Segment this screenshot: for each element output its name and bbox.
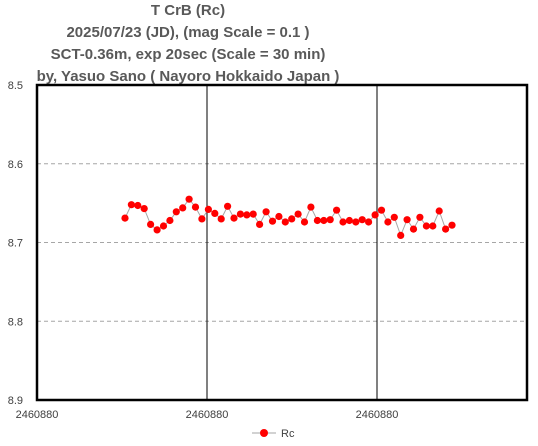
data-point-rc [403,216,411,224]
data-point-rc [300,218,309,226]
series-rc [121,195,456,239]
data-point-rc [249,210,257,218]
data-point-rc [339,218,347,226]
data-point-rc [140,205,148,213]
chart-subtitle-equipment: SCT-0.36m, exp 20sec (Scale = 30 min) [50,46,326,63]
legend-marker-rc [260,429,268,437]
data-point-rc [204,205,212,213]
data-point-rc [127,201,135,209]
data-point-rc [166,216,174,225]
data-point-rc [134,201,142,210]
y-tick-label: 8.8 [8,316,23,328]
data-point-rc [121,214,129,222]
data-point-rc [294,210,302,218]
chart-subtitle-date: 2025/07/23 (JD), (mag Scale = 0.1 ) [66,24,310,41]
data-point-rc [435,207,443,215]
vertical-reference-lines [206,85,378,400]
data-point-rc [147,220,155,228]
data-point-rc [268,217,277,225]
data-point-rc [358,216,366,224]
data-point-rc [352,218,360,226]
data-point-rc [224,202,232,210]
data-point-rc [198,215,206,223]
data-point-rc [326,216,334,224]
data-point-rc [397,231,405,239]
chart-title-block: T CrB (Rc) 2025/07/23 (JD), (mag Scale =… [0,0,376,88]
y-tick-label: 8.9 [8,395,23,407]
data-point-rc [307,203,315,211]
data-point-rc [159,222,168,230]
data-point-rc [442,225,450,233]
data-point-rc [153,226,161,234]
data-point-rc [365,218,373,226]
data-point-rc [275,212,283,221]
data-point-rc [172,208,180,216]
data-point-rc [422,222,430,230]
data-point-rc [429,222,437,230]
data-point-rc [333,206,341,214]
y-tick-label: 8.7 [8,238,23,250]
data-point-rc [211,209,219,217]
data-point-rc [256,220,264,228]
data-point-rc [409,225,418,233]
legend-label-rc: Rc [281,428,295,440]
data-point-rc [217,215,225,223]
data-point-rc [236,210,244,218]
data-point-rc [371,211,379,219]
data-point-rc [377,206,386,214]
data-point-rc [230,214,238,222]
data-point-rc [390,213,398,221]
x-axis-tick-labels: 2460880 2460880 2460880 [16,409,399,421]
data-point-rc [313,216,321,225]
y-axis-tick-labels: 8.5 8.6 8.7 8.8 8.9 [8,80,23,407]
data-point-rc [345,216,353,225]
data-point-rc [185,195,193,203]
data-point-rc [288,215,296,223]
data-point-rc [191,203,200,211]
data-point-rc [384,218,392,226]
chart-title: T CrB (Rc) [150,2,226,19]
data-point-rc [262,208,270,216]
legend: Rc [252,428,295,440]
x-tick-label: 2460880 [186,409,229,421]
x-tick-label: 2460880 [356,409,399,421]
plot-area-frame [35,83,529,402]
data-point-rc [448,221,456,229]
data-point-rc [416,213,424,221]
y-tick-label: 8.6 [8,159,23,171]
y-tick-label: 8.5 [8,80,23,92]
data-point-rc [281,218,289,226]
x-tick-label: 2460880 [16,409,59,421]
data-point-rc [320,216,328,225]
gridlines [37,163,527,322]
data-point-rc [243,211,251,219]
data-point-rc [179,204,187,212]
chart-subtitle-observer: by, Yasuo Sano ( Nayoro Hokkaido Japan ) [36,68,340,85]
